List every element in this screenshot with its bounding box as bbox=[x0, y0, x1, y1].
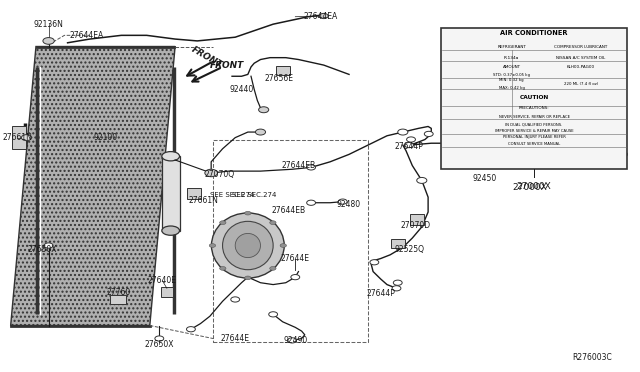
Text: SEE SEC.274: SEE SEC.274 bbox=[232, 192, 276, 198]
Bar bbox=[110, 295, 126, 304]
Text: 27644EA: 27644EA bbox=[69, 31, 104, 40]
Bar bbox=[441, 28, 627, 169]
Text: 27070Q: 27070Q bbox=[204, 170, 234, 179]
Text: 27760: 27760 bbox=[106, 288, 131, 296]
Circle shape bbox=[417, 177, 427, 183]
Circle shape bbox=[43, 38, 54, 44]
Text: CONSULT SERVICE MANUAL: CONSULT SERVICE MANUAL bbox=[508, 142, 560, 146]
Circle shape bbox=[259, 107, 269, 113]
Text: R276003C: R276003C bbox=[573, 353, 612, 362]
Text: AIR CONDITIONER: AIR CONDITIONER bbox=[500, 30, 568, 36]
Text: 27644EB: 27644EB bbox=[282, 161, 316, 170]
Text: 27644P: 27644P bbox=[366, 289, 395, 298]
Text: NISSAN A/C SYSTEM OIL: NISSAN A/C SYSTEM OIL bbox=[556, 56, 605, 60]
Text: PERSONAL INJURY PLEASE REFER: PERSONAL INJURY PLEASE REFER bbox=[502, 135, 566, 140]
Circle shape bbox=[307, 165, 316, 170]
Text: PRECAUTIONS:: PRECAUTIONS: bbox=[519, 106, 549, 110]
Text: CAUTION: CAUTION bbox=[520, 95, 548, 100]
Circle shape bbox=[244, 211, 251, 215]
Circle shape bbox=[394, 280, 402, 285]
Circle shape bbox=[155, 336, 164, 341]
Circle shape bbox=[614, 151, 627, 158]
Bar bbox=[162, 156, 180, 231]
Circle shape bbox=[244, 276, 251, 280]
Circle shape bbox=[269, 267, 276, 270]
Text: IMPROPER SERVICE & REPAIR MAY CAUSE: IMPROPER SERVICE & REPAIR MAY CAUSE bbox=[495, 129, 573, 133]
Bar bbox=[391, 239, 404, 248]
Circle shape bbox=[44, 243, 53, 248]
Circle shape bbox=[291, 275, 300, 280]
Circle shape bbox=[370, 260, 379, 265]
Text: 92490: 92490 bbox=[283, 336, 307, 345]
Text: REFRIGERANT: REFRIGERANT bbox=[497, 45, 526, 49]
Circle shape bbox=[21, 135, 31, 141]
Text: MIN: 0.32 kg: MIN: 0.32 kg bbox=[499, 78, 524, 82]
Ellipse shape bbox=[235, 234, 260, 257]
Bar bbox=[213, 140, 368, 342]
Text: 27000X: 27000X bbox=[516, 182, 552, 191]
Text: FRONT: FRONT bbox=[210, 61, 244, 70]
Text: 27644E: 27644E bbox=[281, 254, 310, 263]
Text: STD: 0.37±0.05 kg: STD: 0.37±0.05 kg bbox=[493, 73, 530, 77]
Text: 27644EA: 27644EA bbox=[303, 12, 338, 21]
Circle shape bbox=[255, 129, 266, 135]
Text: 27644E: 27644E bbox=[221, 334, 250, 343]
Text: 27661N: 27661N bbox=[2, 133, 32, 142]
Text: 92480: 92480 bbox=[337, 200, 361, 209]
Circle shape bbox=[406, 137, 415, 142]
Text: 27656E: 27656E bbox=[265, 74, 294, 83]
Circle shape bbox=[231, 297, 239, 302]
Text: 27650X: 27650X bbox=[145, 340, 174, 349]
Circle shape bbox=[397, 129, 408, 135]
Circle shape bbox=[220, 267, 226, 270]
Text: 27070D: 27070D bbox=[401, 221, 431, 230]
Text: 27661N: 27661N bbox=[189, 196, 218, 205]
Circle shape bbox=[392, 286, 401, 291]
Bar bbox=[161, 287, 173, 297]
Circle shape bbox=[205, 169, 218, 177]
Polygon shape bbox=[11, 46, 175, 326]
Bar bbox=[410, 214, 424, 225]
Text: 92450: 92450 bbox=[473, 174, 497, 183]
Circle shape bbox=[280, 244, 287, 247]
Bar bbox=[276, 66, 289, 75]
Text: NEVER SERVICE, REPAIR OR REPLACE: NEVER SERVICE, REPAIR OR REPLACE bbox=[499, 115, 570, 119]
Text: 27650X: 27650X bbox=[28, 245, 57, 254]
Text: IN DUAL QUALIFIED PERSONS.: IN DUAL QUALIFIED PERSONS. bbox=[506, 123, 563, 127]
Ellipse shape bbox=[162, 152, 180, 161]
Circle shape bbox=[269, 221, 276, 224]
Text: 27644EB: 27644EB bbox=[272, 206, 306, 215]
Circle shape bbox=[220, 221, 226, 224]
Text: 27644P: 27644P bbox=[395, 142, 424, 151]
Circle shape bbox=[186, 327, 195, 332]
Ellipse shape bbox=[162, 226, 180, 235]
Circle shape bbox=[288, 338, 296, 343]
Circle shape bbox=[424, 131, 433, 137]
Bar bbox=[187, 188, 201, 199]
Text: KLH00-PAG00: KLH00-PAG00 bbox=[566, 65, 595, 69]
Ellipse shape bbox=[211, 213, 284, 278]
Text: 92136N: 92136N bbox=[34, 20, 63, 29]
Ellipse shape bbox=[223, 221, 273, 270]
Circle shape bbox=[269, 312, 278, 317]
Text: 27000X: 27000X bbox=[512, 183, 547, 192]
Text: 92525Q: 92525Q bbox=[394, 245, 424, 254]
Text: COMPRESSOR LUBRICANT: COMPRESSOR LUBRICANT bbox=[554, 45, 607, 49]
Circle shape bbox=[404, 142, 413, 148]
Text: 92440: 92440 bbox=[229, 85, 253, 94]
Circle shape bbox=[307, 200, 316, 205]
Text: 92100: 92100 bbox=[93, 133, 118, 142]
Circle shape bbox=[339, 199, 347, 204]
Text: R-134a: R-134a bbox=[504, 56, 519, 60]
Text: MAX: 0.42 kg: MAX: 0.42 kg bbox=[499, 86, 525, 90]
Circle shape bbox=[209, 244, 216, 247]
Text: SEE SEC.274: SEE SEC.274 bbox=[210, 192, 254, 198]
Text: FRONT: FRONT bbox=[189, 45, 224, 70]
Circle shape bbox=[319, 13, 328, 19]
Text: 27640E: 27640E bbox=[148, 276, 177, 285]
Text: 220 ML (7.4 fl oz): 220 ML (7.4 fl oz) bbox=[564, 82, 598, 86]
Bar bbox=[12, 126, 26, 149]
Text: AMOUNT: AMOUNT bbox=[502, 65, 521, 69]
